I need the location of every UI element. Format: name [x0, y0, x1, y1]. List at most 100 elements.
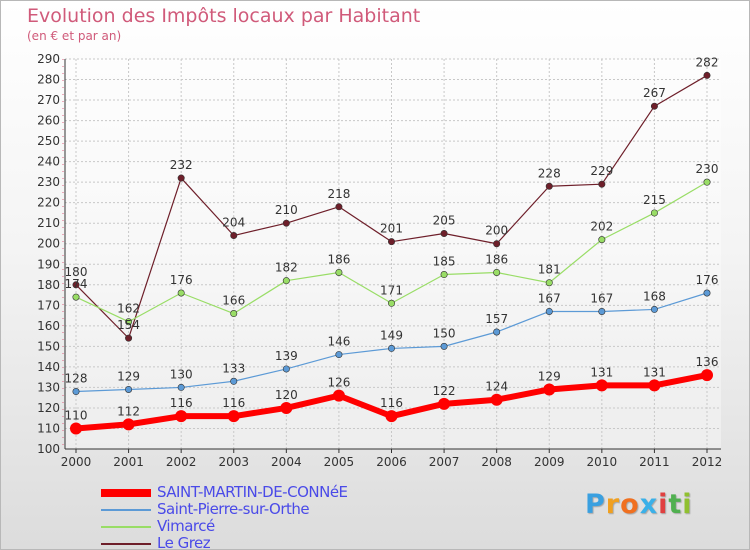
data-label: 215	[643, 193, 666, 207]
data-label: 162	[117, 302, 140, 316]
x-tick-label: 2002	[166, 455, 197, 469]
y-tick-label: 280	[37, 73, 60, 87]
data-point	[703, 71, 711, 79]
legend-label: Vimarcé	[157, 517, 215, 535]
data-point	[72, 281, 80, 289]
data-point	[493, 240, 501, 248]
data-point	[230, 232, 238, 240]
x-tick-label: 2005	[324, 455, 355, 469]
data-label: 126	[327, 376, 350, 390]
data-point	[650, 209, 658, 217]
data-point	[72, 388, 80, 396]
data-label: 167	[538, 291, 561, 305]
data-point	[125, 334, 133, 342]
x-tick-label: 2004	[271, 455, 302, 469]
data-point	[227, 410, 240, 423]
chart-subtitle: (en € et par an)	[27, 29, 122, 43]
data-label: 201	[380, 222, 403, 236]
y-tick-label: 220	[37, 196, 60, 210]
y-tick-label: 200	[37, 237, 60, 251]
x-tick-label: 2008	[481, 455, 512, 469]
data-label: 129	[117, 369, 140, 383]
data-point	[703, 178, 711, 186]
legend-swatch	[101, 526, 151, 528]
data-point	[598, 307, 606, 315]
data-point	[282, 277, 290, 285]
data-label: 168	[643, 289, 666, 303]
y-tick-label: 190	[37, 257, 60, 271]
data-label: 230	[696, 162, 719, 176]
data-label: 174	[65, 277, 88, 291]
data-point	[175, 410, 188, 423]
legend-swatch	[101, 543, 151, 545]
legend-label: Saint-Pierre-sur-Orthe	[157, 500, 310, 518]
data-label: 176	[696, 273, 719, 287]
y-tick-label: 240	[37, 155, 60, 169]
data-point	[332, 389, 345, 402]
y-tick-label: 250	[37, 134, 60, 148]
data-point	[230, 377, 238, 385]
data-point	[282, 219, 290, 227]
data-label: 131	[643, 365, 666, 379]
data-point	[387, 238, 395, 246]
data-label: 267	[643, 86, 666, 100]
data-label: 202	[590, 220, 613, 234]
x-tick-label: 2007	[429, 455, 460, 469]
data-label: 180	[65, 265, 88, 279]
data-label: 228	[538, 166, 561, 180]
x-tick-label: 2012	[692, 455, 723, 469]
data-point	[545, 182, 553, 190]
data-point	[335, 268, 343, 276]
data-label: 150	[433, 326, 456, 340]
logo-letter: P	[585, 489, 606, 520]
x-tick-label: 2003	[218, 455, 249, 469]
data-label: 210	[275, 203, 298, 217]
data-label: 205	[433, 213, 456, 227]
y-tick-label: 210	[37, 216, 60, 230]
data-point	[125, 385, 133, 393]
y-tick-label: 110	[37, 421, 60, 435]
legend-label: Le Grez	[157, 534, 211, 550]
x-tick-label: 2011	[639, 455, 670, 469]
data-point	[177, 383, 185, 391]
data-label: 176	[170, 273, 193, 287]
data-label: 116	[380, 396, 403, 410]
data-point	[598, 236, 606, 244]
legend-swatch	[101, 489, 151, 497]
logo-letter: i	[682, 489, 693, 520]
data-point	[701, 369, 713, 382]
data-point	[438, 397, 451, 410]
data-point	[440, 271, 448, 279]
data-point	[335, 351, 343, 359]
data-label: 181	[538, 263, 561, 277]
data-label: 136	[696, 355, 719, 369]
data-point	[545, 307, 553, 315]
data-point	[385, 410, 398, 423]
data-point	[598, 180, 606, 188]
data-label: 186	[327, 252, 350, 266]
data-label: 149	[380, 328, 403, 342]
y-tick-label: 290	[37, 52, 60, 66]
y-tick-label: 140	[37, 360, 60, 374]
logo-letter: t	[668, 489, 683, 520]
y-tick-label: 150	[37, 339, 60, 353]
y-tick-label: 230	[37, 175, 60, 189]
data-label: 124	[485, 380, 508, 394]
proxiti-logo: Proxiti	[585, 489, 693, 520]
data-label: 166	[222, 294, 245, 308]
data-label: 167	[590, 291, 613, 305]
data-label: 186	[485, 252, 508, 266]
data-label: 139	[275, 349, 298, 363]
x-tick-label: 2010	[587, 455, 618, 469]
data-point	[440, 342, 448, 350]
y-tick-label: 160	[37, 319, 60, 333]
data-point	[122, 418, 135, 431]
data-label: 122	[433, 384, 456, 398]
y-tick-label: 270	[37, 93, 60, 107]
data-point	[440, 229, 448, 237]
data-point	[177, 174, 185, 182]
logo-letter: x	[639, 489, 659, 520]
data-point	[387, 344, 395, 352]
logo-letter: r	[605, 489, 621, 520]
